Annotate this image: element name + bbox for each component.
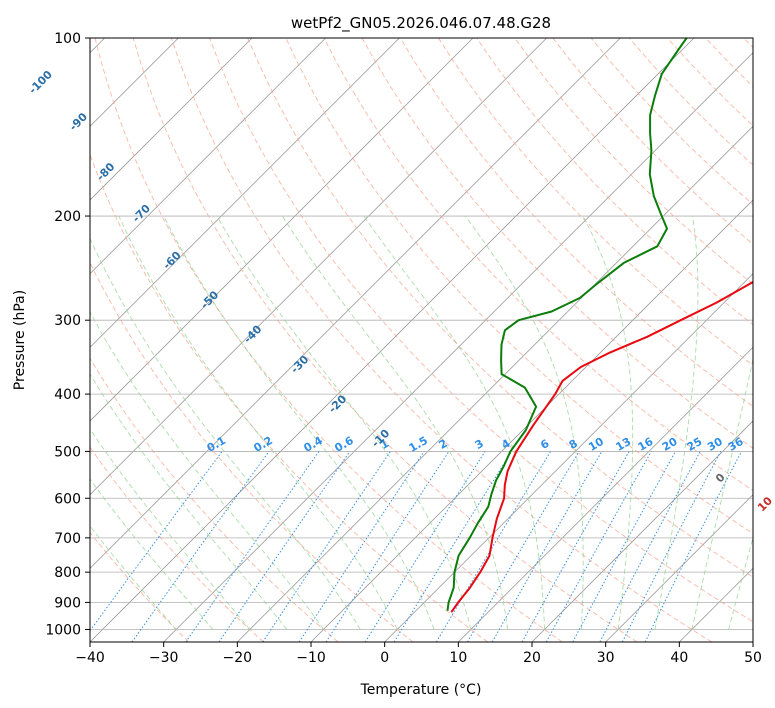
x-axis-label: Temperature (°C) — [360, 682, 482, 698]
isotherm-line — [531, 420, 753, 642]
x-tick-label: 20 — [523, 650, 541, 666]
isotherm-line — [90, 38, 326, 275]
moist-adiabat-line — [90, 525, 177, 630]
mixing-ratio-line — [364, 451, 486, 642]
y-tick-label: 700 — [54, 531, 81, 547]
dry-adiabat-line — [90, 261, 414, 642]
moist-adiabat-line — [118, 215, 398, 630]
y-tick-label: 800 — [54, 565, 81, 581]
x-tick-label: 0 — [380, 650, 389, 666]
mixing-ratio-line — [491, 451, 603, 642]
x-tick-label: −30 — [149, 650, 179, 666]
mixing-ratio-line — [521, 451, 630, 642]
moist-adiabat-line — [465, 215, 584, 630]
moist-adiabat-line — [90, 428, 251, 630]
y-tick-label: 1000 — [45, 622, 81, 638]
mixing-ratio-line — [131, 451, 270, 642]
axes: −40 −30 −20 −10 0 10 20 30 40 50 1000 900 800 700 600 5… — [45, 31, 762, 666]
mixing-ratio-line — [621, 451, 722, 642]
dry-adiabat-line — [438, 38, 753, 366]
mixing-ratio-line — [545, 451, 652, 642]
mixing-ratio-line — [218, 451, 351, 642]
plot-frame — [89, 37, 754, 643]
x-tick-label: 10 — [449, 650, 467, 666]
isotherm-line — [90, 38, 621, 569]
mixing-ratio-line — [599, 451, 701, 642]
data-series — [446, 38, 753, 613]
moist-adiabat-line — [216, 215, 472, 630]
temperature-profile-line — [450, 280, 753, 613]
dry-adiabat-line — [90, 357, 339, 642]
isotherm-line — [90, 38, 695, 642]
dry-adiabat-line — [132, 38, 638, 642]
mixing-ratio-line — [185, 451, 320, 642]
y-tick-label: 200 — [54, 209, 81, 225]
isotherm-line — [605, 494, 753, 642]
isotherm-line — [384, 273, 753, 642]
y-tick-label: 100 — [54, 31, 81, 47]
moist-adiabat-line — [90, 373, 288, 630]
moist-adiabat-line — [90, 478, 214, 630]
moist-adiabat-line — [363, 215, 545, 630]
dry-adiabat-line — [209, 38, 753, 623]
x-tick-label: −20 — [223, 650, 253, 666]
y-tick-label: 900 — [54, 595, 81, 611]
mixing-ratio-line — [262, 451, 391, 642]
dry-adiabat-line — [90, 153, 488, 642]
mixing-ratio-line — [393, 451, 513, 642]
mixing-ratio-line — [298, 451, 425, 642]
y-tick-label: 300 — [54, 313, 81, 329]
isotherm-line — [163, 52, 753, 642]
dry-adiabat-line — [90, 446, 264, 642]
x-tick-label: 50 — [744, 650, 762, 666]
dry-adiabat-line — [247, 38, 753, 578]
dry-adiabat-line — [514, 38, 753, 285]
dry-adiabat-line — [323, 38, 753, 492]
mixing-ratio-line — [572, 451, 676, 642]
isotherm-line — [458, 346, 753, 642]
isotherm-line — [90, 38, 474, 422]
x-tick-label: −10 — [296, 650, 326, 666]
moist-adiabat-line — [582, 215, 634, 630]
isotherm-line — [237, 125, 753, 642]
y-tick-label: 400 — [54, 387, 81, 403]
dry-adiabat-line — [90, 531, 190, 642]
mixing-ratio-line — [325, 451, 450, 642]
mixing-ratio-line — [644, 451, 742, 642]
dewpoint-profile-line — [446, 38, 688, 611]
mixing-ratio-line — [435, 451, 552, 642]
x-tick-label: −40 — [75, 650, 105, 666]
x-tick-label: 30 — [597, 650, 615, 666]
dry-adiabat-line — [170, 38, 712, 642]
y-tick-label: 600 — [54, 491, 81, 507]
y-tick-label: 500 — [54, 444, 81, 460]
mixing-ratio-line — [90, 451, 223, 632]
moist-adiabat-line — [90, 311, 324, 630]
y-axis-label: Pressure (hPa) — [12, 290, 28, 390]
moist-adiabat-line — [90, 237, 361, 630]
chart-title: wetPf2_GN05.2026.046.07.48.G28 — [291, 14, 551, 33]
dry-adiabat-line — [94, 38, 563, 642]
isotherm-line — [90, 38, 547, 496]
isotherm-line — [90, 38, 253, 201]
isotherm-line — [90, 38, 400, 348]
moist-adiabat-line — [281, 215, 509, 630]
x-tick-label: 40 — [670, 650, 688, 666]
mixing-ratio-line — [467, 451, 580, 642]
